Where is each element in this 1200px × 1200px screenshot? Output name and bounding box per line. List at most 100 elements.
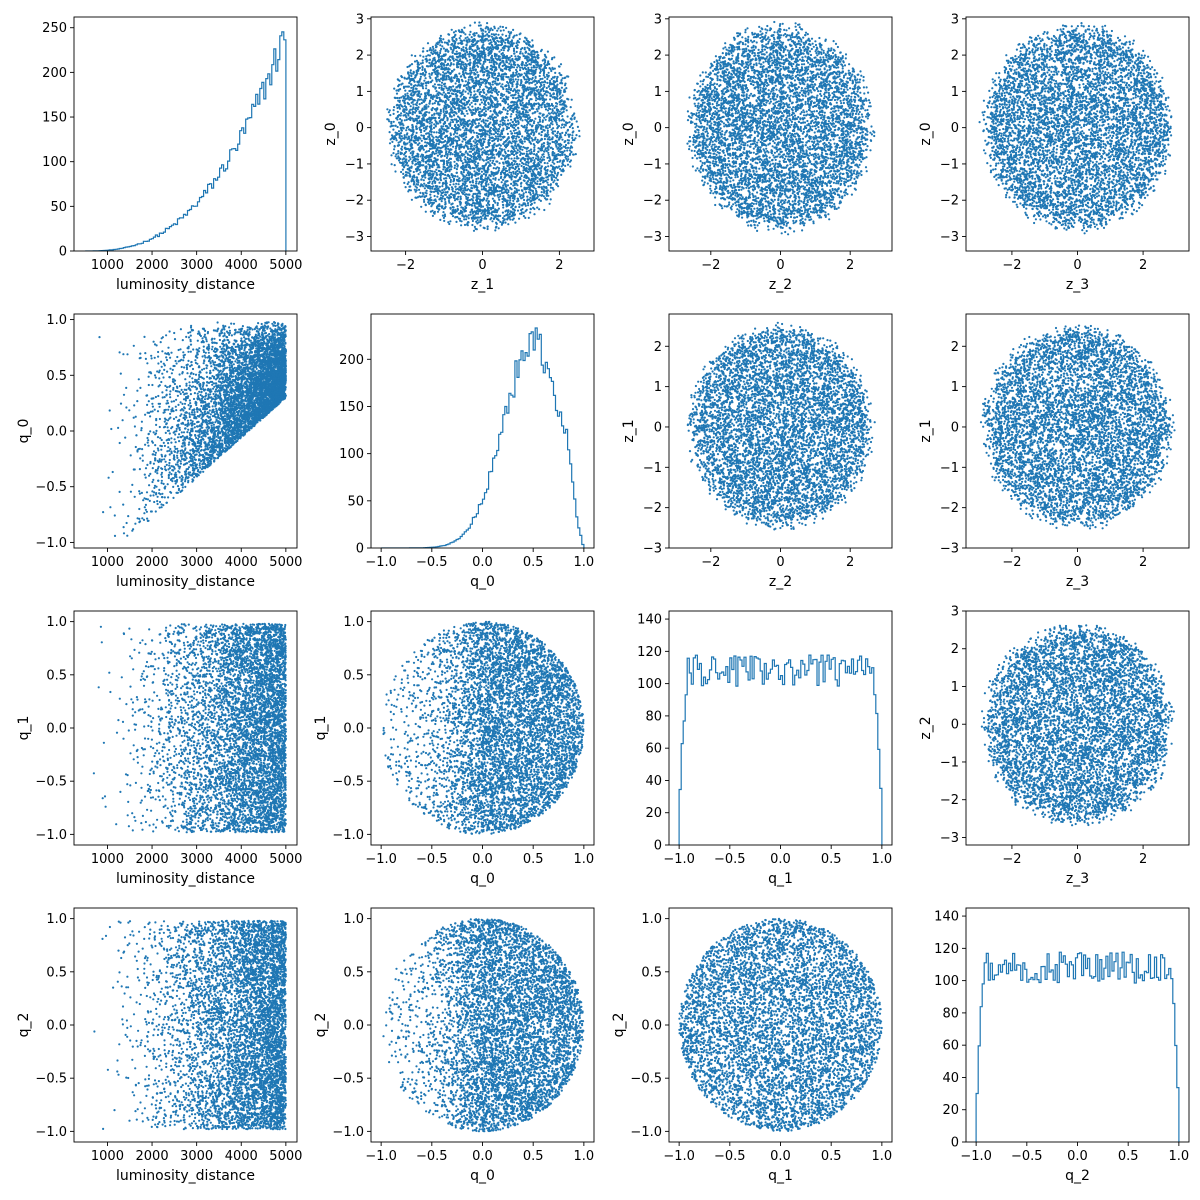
scatter-point — [403, 182, 405, 184]
scatter-point — [442, 141, 444, 143]
scatter-point — [506, 165, 508, 167]
scatter-point — [526, 209, 528, 211]
scatter-point — [444, 136, 446, 138]
scatter-point — [438, 104, 440, 106]
scatter-point — [469, 168, 471, 170]
scatter-point — [407, 172, 409, 174]
scatter-point — [553, 81, 555, 83]
scatter-point — [521, 190, 523, 192]
scatter-point — [456, 166, 458, 168]
scatter-point — [578, 135, 580, 137]
scatter-point — [559, 168, 561, 170]
scatter-point — [444, 155, 446, 157]
scatter-point — [463, 176, 465, 178]
scatter-point — [551, 121, 553, 123]
scatter-point — [472, 130, 474, 132]
scatter-point — [469, 59, 471, 61]
scatter-point — [513, 172, 515, 174]
scatter-point — [526, 196, 528, 198]
scatter-point — [452, 215, 454, 217]
scatter-point — [457, 90, 459, 92]
scatter-point — [455, 136, 457, 138]
scatter-point — [398, 130, 400, 132]
scatter-point — [489, 105, 491, 107]
scatter-point — [538, 133, 540, 135]
scatter-point — [569, 149, 571, 151]
scatter-point — [502, 26, 504, 28]
scatter-point — [469, 34, 471, 36]
scatter-point — [469, 211, 471, 213]
scatter-point — [461, 48, 463, 50]
scatter-point — [445, 72, 447, 74]
scatter-point — [561, 163, 563, 165]
scatter-point — [523, 153, 525, 155]
scatter-point — [470, 112, 472, 114]
scatter-point — [515, 147, 517, 149]
scatter-point — [453, 133, 455, 135]
scatter-point — [487, 120, 489, 122]
scatter-point — [426, 65, 428, 67]
scatter-point — [474, 22, 476, 24]
scatter-point — [473, 145, 475, 147]
scatter-point — [561, 154, 563, 156]
scatter-point — [425, 95, 427, 97]
scatter-point — [507, 103, 509, 105]
scatter-point — [450, 196, 452, 198]
scatter-point — [533, 147, 535, 149]
scatter-point — [529, 124, 531, 126]
scatter-point — [552, 68, 554, 70]
scatter-point — [513, 80, 515, 82]
scatter-point — [441, 82, 443, 84]
scatter-point — [419, 103, 421, 105]
scatter-point — [555, 144, 557, 146]
scatter-point — [431, 186, 433, 188]
scatter-point — [434, 198, 436, 200]
scatter-point — [506, 61, 508, 63]
scatter-point — [518, 168, 520, 170]
scatter-point — [452, 99, 454, 101]
scatter-point — [459, 204, 461, 206]
scatter-point — [521, 162, 523, 164]
scatter-point — [513, 154, 515, 156]
scatter-point — [522, 102, 524, 104]
scatter-point — [496, 166, 498, 168]
scatter-point — [572, 127, 574, 129]
scatter-point — [432, 103, 434, 105]
scatter-point — [482, 91, 484, 93]
scatter-point — [444, 194, 446, 196]
scatter-point — [487, 202, 489, 204]
scatter-point — [527, 164, 529, 166]
scatter-point — [497, 202, 499, 204]
scatter-point — [434, 171, 436, 173]
scatter-point — [451, 186, 453, 188]
scatter-point — [474, 68, 476, 70]
scatter-point — [486, 198, 488, 200]
scatter-point — [435, 52, 437, 54]
scatter-point — [565, 87, 567, 89]
scatter-point — [458, 148, 460, 150]
scatter-point — [395, 89, 397, 91]
scatter-point — [424, 187, 426, 189]
scatter-point — [464, 161, 466, 163]
scatter-point — [461, 140, 463, 142]
scatter-point — [406, 127, 408, 129]
scatter-point — [402, 124, 404, 126]
scatter-point — [520, 185, 522, 187]
scatter-point — [528, 157, 530, 159]
scatter-point — [516, 175, 518, 177]
scatter-point — [398, 142, 400, 144]
scatter-point — [418, 173, 420, 175]
scatter-point — [549, 126, 551, 128]
scatter-point — [417, 108, 419, 110]
scatter-point — [441, 192, 443, 194]
scatter-point — [544, 64, 546, 66]
scatter-point — [395, 132, 397, 134]
scatter-point — [496, 223, 498, 225]
scatter-point — [479, 108, 481, 110]
scatter-point — [517, 120, 519, 122]
scatter-point — [516, 102, 518, 104]
scatter-point — [556, 166, 558, 168]
scatter-point — [402, 161, 404, 163]
scatter-point — [526, 155, 528, 157]
scatter-point — [460, 35, 462, 37]
